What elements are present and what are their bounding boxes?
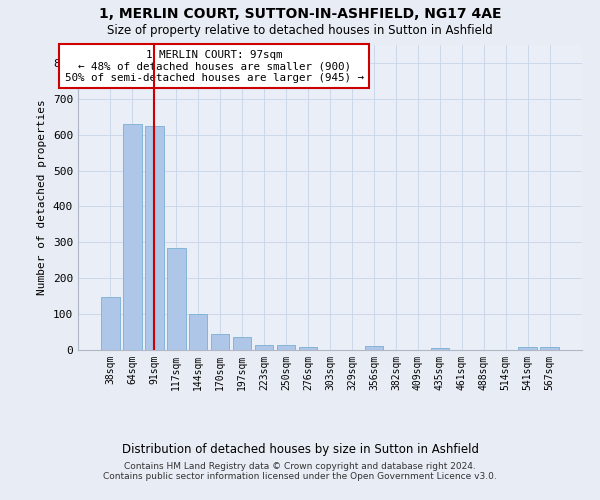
Bar	[167, 248, 185, 350]
Bar	[431, 348, 449, 350]
Bar	[189, 314, 208, 350]
Bar	[255, 346, 274, 350]
Text: 1, MERLIN COURT, SUTTON-IN-ASHFIELD, NG17 4AE: 1, MERLIN COURT, SUTTON-IN-ASHFIELD, NG1…	[99, 8, 501, 22]
Text: Distribution of detached houses by size in Sutton in Ashfield: Distribution of detached houses by size …	[121, 442, 479, 456]
Bar	[101, 297, 119, 350]
Bar	[365, 346, 383, 350]
Bar	[299, 348, 317, 350]
Y-axis label: Number of detached properties: Number of detached properties	[37, 100, 47, 296]
Bar	[233, 338, 251, 350]
Text: 1 MERLIN COURT: 97sqm
← 48% of detached houses are smaller (900)
50% of semi-det: 1 MERLIN COURT: 97sqm ← 48% of detached …	[65, 50, 364, 83]
Bar	[145, 126, 164, 350]
Bar	[541, 348, 559, 350]
Text: Size of property relative to detached houses in Sutton in Ashfield: Size of property relative to detached ho…	[107, 24, 493, 37]
Text: Contains HM Land Registry data © Crown copyright and database right 2024.
Contai: Contains HM Land Registry data © Crown c…	[103, 462, 497, 481]
Bar	[123, 124, 142, 350]
Bar	[277, 346, 295, 350]
Bar	[211, 334, 229, 350]
Bar	[518, 348, 537, 350]
